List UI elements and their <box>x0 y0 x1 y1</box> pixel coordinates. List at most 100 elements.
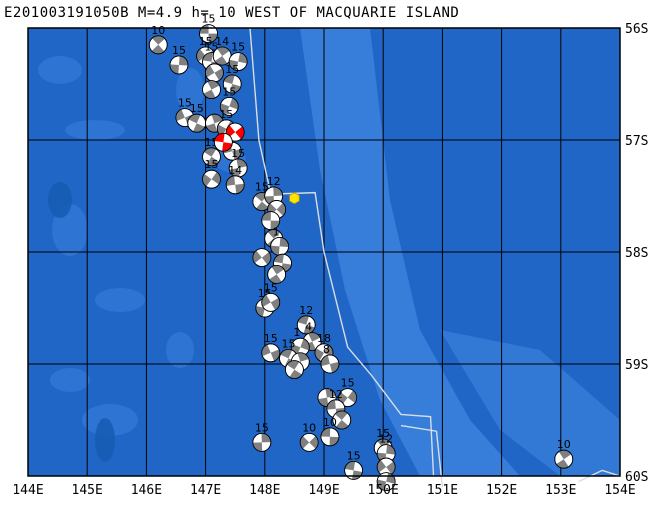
bathymetry-patch <box>176 68 204 112</box>
beachball-compression-quadrant <box>269 274 282 284</box>
beachball[interactable]: 15 <box>228 41 248 71</box>
beachball-compression-quadrant <box>252 442 263 452</box>
beachball[interactable] <box>376 472 396 492</box>
lon-tick-label: 148E <box>249 483 280 498</box>
beachball-outline <box>202 80 221 99</box>
beachball-depth-label: 15 <box>190 102 204 115</box>
beachball[interactable]: 15 <box>222 63 242 94</box>
beachball-compression-quadrant <box>329 361 339 373</box>
beachball-compression-quadrant <box>300 436 310 449</box>
beachball[interactable]: 15 <box>344 449 364 480</box>
beachball[interactable]: 10 <box>299 421 319 452</box>
beachball[interactable]: 15 <box>261 281 281 312</box>
beachball-depth-label: 15 <box>281 337 295 350</box>
beachball[interactable] <box>284 360 304 380</box>
map-frame <box>27 27 621 477</box>
beachball-depth-label: 12 <box>267 175 281 188</box>
beachball-outline <box>222 74 242 94</box>
beachball[interactable]: 12 <box>264 175 284 206</box>
hexagon-marker[interactable] <box>289 192 300 205</box>
beachball-compression-quadrant <box>377 479 387 491</box>
beachball[interactable]: 10 <box>554 438 574 469</box>
beachball-depth-label: 10 <box>557 438 571 451</box>
beachball-compression-quadrant <box>202 52 213 62</box>
beachball-depth-label: 15 <box>202 13 216 26</box>
beachball[interactable]: 12 <box>296 304 316 335</box>
beachball[interactable] <box>332 410 352 430</box>
beachball-compression-quadrant <box>214 56 228 65</box>
beachball[interactable] <box>202 80 221 99</box>
beachball-outline <box>202 169 221 189</box>
latitude-labels: 56S 57S 58S 59S 60S <box>625 22 648 485</box>
beachball-compression-quadrant <box>261 433 271 443</box>
beachball[interactable]: 15 <box>261 332 281 363</box>
beachball-compression-quadrant <box>256 201 269 211</box>
beachball-compression-quadrant <box>289 369 302 379</box>
beachball[interactable]: 10 <box>148 24 168 55</box>
beachball-outline <box>338 388 358 408</box>
deep-patch <box>48 182 72 218</box>
beachball-compression-quadrant <box>309 436 319 449</box>
beachball[interactable] <box>376 457 396 477</box>
beachball-compression-quadrant <box>267 229 281 239</box>
beachball[interactable] <box>261 211 281 231</box>
beachball[interactable]: 14 <box>225 164 245 195</box>
beachball-outline <box>299 432 319 452</box>
beachball[interactable]: 15 <box>202 136 221 167</box>
beachball-compression-quadrant <box>308 332 321 342</box>
beachball[interactable]: 8 <box>320 343 340 374</box>
beachball-outline <box>320 427 340 447</box>
beachball[interactable]: 15 <box>252 421 272 452</box>
beachball-depth-label: 15 <box>178 97 192 110</box>
beachball-compression-quadrant <box>320 427 331 437</box>
beachball[interactable] <box>267 264 287 284</box>
beachball-compression-quadrant <box>273 187 283 196</box>
plate-boundary-lines <box>249 27 621 488</box>
beachball-compression-quadrant <box>347 390 357 404</box>
beachball-compression-quadrant <box>178 55 188 66</box>
beachball[interactable] <box>252 248 272 268</box>
lat-tick-label: 57S <box>625 134 648 149</box>
beachball-compression-quadrant <box>324 344 334 358</box>
beachball-compression-quadrant <box>238 52 248 64</box>
beachball-compression-quadrant <box>335 420 349 429</box>
beachball-compression-quadrant <box>270 220 280 230</box>
beachball-compression-quadrant <box>261 252 271 265</box>
beachball-depth-label: 15 <box>376 427 390 440</box>
beachball-depth-label: 15 <box>225 63 239 76</box>
lat-tick-label: 58S <box>625 246 648 261</box>
beachball-depth-label: 4 <box>305 321 312 334</box>
beachball-compression-quadrant <box>320 355 330 367</box>
beachball-compression-quadrant <box>273 254 284 264</box>
beachball-depth-label: 15 <box>231 147 245 160</box>
beachball-outline <box>296 315 316 335</box>
beachball-compression-quadrant <box>196 49 206 62</box>
beachball[interactable]: 15 <box>202 158 221 189</box>
beachball-compression-quadrant <box>377 439 390 448</box>
beachball[interactable]: 1 <box>270 225 290 256</box>
beachball-compression-quadrant <box>203 89 216 99</box>
beachball-depth-label: 12 <box>299 304 313 317</box>
beachball[interactable]: 15 <box>219 85 239 116</box>
bathymetry-patch <box>82 404 138 436</box>
beachball[interactable]: 15 <box>187 102 207 133</box>
beachball[interactable] <box>205 63 224 83</box>
event-beachball[interactable] <box>213 132 233 152</box>
beachball[interactable]: 14 <box>212 35 232 66</box>
beachball[interactable]: 15 <box>169 44 189 75</box>
lon-tick-label: 150E <box>368 483 399 498</box>
beachball-outline <box>219 97 239 116</box>
beachball-compression-quadrant <box>329 436 339 446</box>
beachball-compression-quadrant <box>318 397 329 407</box>
beachball-compression-quadrant <box>377 459 387 473</box>
beachball-outline <box>261 343 281 363</box>
beachball[interactable]: 10 <box>320 416 340 447</box>
beachball-compression-quadrant <box>344 461 356 471</box>
beachball[interactable]: 15 <box>228 147 248 178</box>
beachball-compression-quadrant <box>217 46 230 56</box>
beachball[interactable]: 15 <box>199 13 218 43</box>
beachball-outline <box>225 175 245 195</box>
beachball-depth-label: 14 <box>228 164 242 177</box>
beachball-compression-quadrant <box>252 250 262 264</box>
lon-tick-label: 151E <box>427 483 458 498</box>
